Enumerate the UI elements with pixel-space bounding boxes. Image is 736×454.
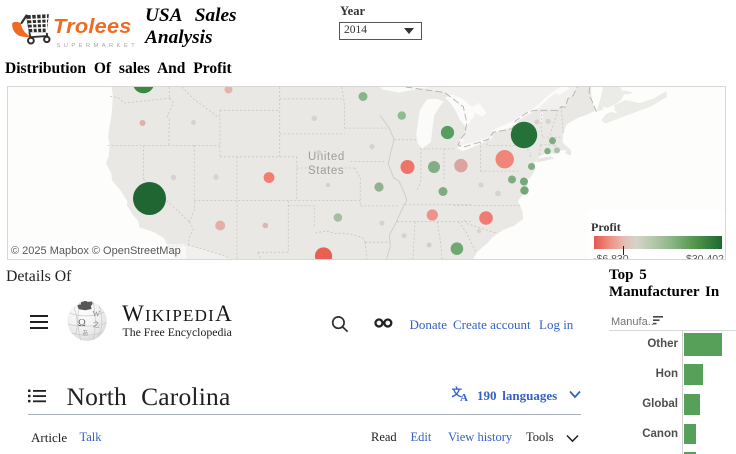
svg-text:Ω: Ω [78,318,86,329]
svg-text:A: A [460,392,468,402]
svg-text:W: W [93,310,101,319]
svg-text:あ: あ [82,329,89,337]
svg-text:States: States [308,165,344,177]
svg-text:Trolees: Trolees [53,16,132,38]
svg-text:之: 之 [93,320,100,329]
svg-text:文: 文 [452,386,463,399]
svg-text:SUPERMARKET: SUPERMARKET [57,43,139,49]
svg-text:United: United [308,151,345,163]
